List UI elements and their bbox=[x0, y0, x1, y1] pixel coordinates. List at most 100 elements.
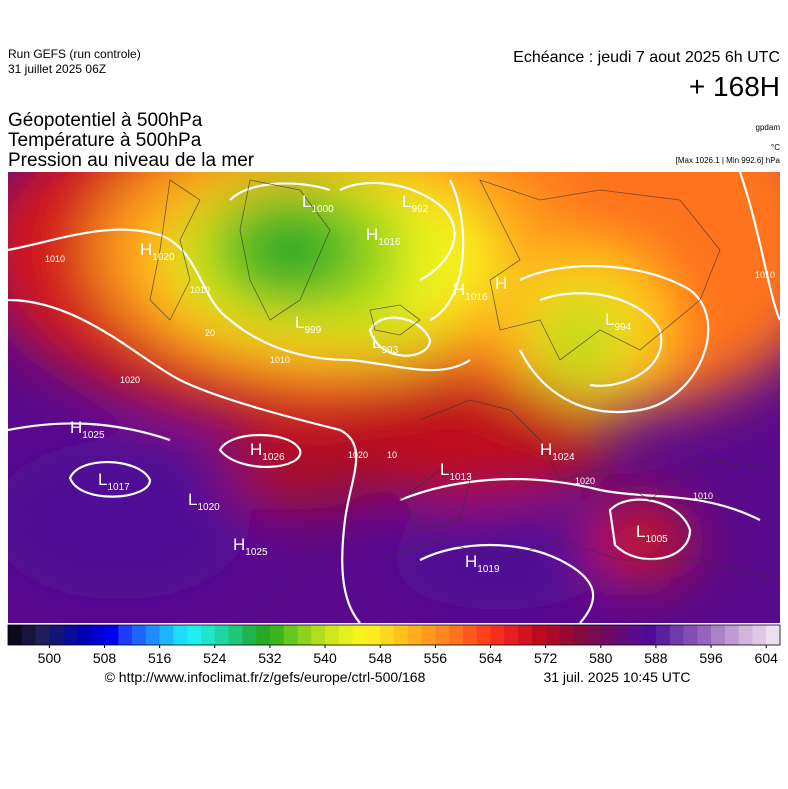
unit: °C bbox=[771, 143, 780, 152]
colorbar-swatch bbox=[724, 625, 739, 645]
contour-label: 1020 bbox=[575, 476, 595, 486]
pressure-center: H1025 bbox=[233, 535, 268, 558]
center-value: 1025 bbox=[82, 430, 105, 441]
colorbar-swatch bbox=[711, 625, 726, 645]
center-value: 1017 bbox=[107, 482, 130, 493]
contour-label: 1010 bbox=[45, 254, 65, 264]
colorbar-swatch bbox=[214, 625, 229, 645]
colorbar-swatch bbox=[90, 625, 105, 645]
colorbar-swatch bbox=[738, 625, 753, 645]
center-value: 994 bbox=[614, 322, 631, 333]
center-letter: L bbox=[636, 522, 645, 541]
center-letter: L bbox=[402, 192, 411, 211]
center-letter: H bbox=[250, 440, 262, 459]
colorbar-swatch bbox=[256, 625, 271, 645]
center-letter: L bbox=[188, 490, 197, 509]
colorbar-swatch bbox=[407, 625, 422, 645]
center-letter: H bbox=[70, 418, 82, 437]
center-value: 993 bbox=[381, 345, 398, 356]
title: Pression au niveau de la mer bbox=[8, 150, 255, 171]
colorbar-swatch bbox=[132, 625, 147, 645]
issued: 31 juil. 2025 10:45 UTC bbox=[543, 669, 690, 685]
colorbar-swatch bbox=[435, 625, 450, 645]
run: Run GEFS (run controle) bbox=[8, 47, 141, 61]
colorbar-tick-label: 580 bbox=[589, 650, 613, 666]
colorbar-swatch bbox=[545, 625, 560, 645]
center-letter: H bbox=[453, 280, 465, 299]
colorbar-tick-label: 596 bbox=[699, 650, 723, 666]
unit: gpdam bbox=[756, 123, 781, 132]
pressure-center: H bbox=[495, 274, 507, 293]
contour-label: 1020 bbox=[348, 450, 368, 460]
colorbar-swatch bbox=[63, 625, 78, 645]
colorbar-swatch bbox=[338, 625, 353, 645]
pressure-center: L1020 bbox=[188, 490, 220, 513]
colorbar-swatch bbox=[628, 625, 643, 645]
center-value: 1016 bbox=[378, 237, 401, 248]
pressure-center: L1013 bbox=[440, 460, 472, 483]
run-date: 31 juillet 2025 06Z bbox=[8, 62, 106, 76]
center-letter: H bbox=[366, 225, 378, 244]
contour-label: 1020 bbox=[120, 375, 140, 385]
center-letter: L bbox=[98, 470, 107, 489]
colorbar-tick-label: 524 bbox=[203, 650, 227, 666]
pressure-center: L1017 bbox=[98, 470, 130, 493]
pressure-center: L1005 bbox=[636, 522, 668, 545]
colorbar-tick-label: 532 bbox=[258, 650, 282, 666]
colorbar-tick-label: 572 bbox=[534, 650, 558, 666]
colorbar-tick-label: 500 bbox=[38, 650, 62, 666]
colorbar-swatch bbox=[325, 625, 340, 645]
contour-label: 1010 bbox=[270, 355, 290, 365]
colorbar-swatch bbox=[366, 625, 381, 645]
colorbar-swatch bbox=[311, 625, 326, 645]
colorbar-swatch bbox=[490, 625, 505, 645]
title: Géopotentiel à 500hPa bbox=[8, 110, 203, 131]
colorbar-swatch bbox=[283, 625, 298, 645]
colorbar-swatch bbox=[49, 625, 64, 645]
colorbar-swatch bbox=[21, 625, 36, 645]
colorbar-tick-label: 556 bbox=[424, 650, 448, 666]
colorbar-swatch bbox=[159, 625, 174, 645]
colorbar-swatch bbox=[352, 625, 367, 645]
colorbar-swatch bbox=[518, 625, 533, 645]
lead-time: + 168H bbox=[689, 71, 780, 102]
colorbar-swatch bbox=[531, 625, 546, 645]
center-value: 1019 bbox=[477, 564, 500, 575]
colorbar-swatch bbox=[173, 625, 188, 645]
colorbar-tick-label: 508 bbox=[93, 650, 117, 666]
colorbar-tick-label: 604 bbox=[755, 650, 779, 666]
colorbar-tick-label: 588 bbox=[644, 650, 668, 666]
pressure-center: H1019 bbox=[465, 552, 500, 575]
center-letter: L bbox=[295, 313, 304, 332]
center-letter: L bbox=[605, 310, 614, 329]
pressure-center: L993 bbox=[372, 333, 399, 356]
colorbar-swatch bbox=[655, 625, 671, 645]
center-letter: H bbox=[140, 240, 152, 259]
contour-label: 1010 bbox=[190, 285, 210, 295]
colorbar-tick-label: 564 bbox=[479, 650, 503, 666]
colorbar-swatch bbox=[76, 625, 92, 645]
colorbar-swatch bbox=[118, 625, 133, 645]
colorbar-frame bbox=[7, 624, 781, 646]
center-value: 1024 bbox=[552, 452, 575, 463]
colorbar-swatch bbox=[766, 625, 781, 645]
pressure-center: H1016 bbox=[366, 225, 401, 248]
colorbar-swatch bbox=[600, 625, 615, 645]
pressure-center: H1016 bbox=[453, 280, 488, 303]
center-value: 1025 bbox=[245, 547, 268, 558]
colorbar-swatch bbox=[642, 625, 657, 645]
center-letter: H bbox=[495, 274, 507, 293]
center-value: 1016 bbox=[465, 292, 488, 303]
colorbar-swatch bbox=[669, 625, 684, 645]
colorbar-swatch bbox=[421, 625, 436, 645]
extremes: [Max 1026.1 | Min 992.6] hPa bbox=[676, 156, 781, 165]
contour-label: 1010 bbox=[755, 270, 775, 280]
pressure-center: H1020 bbox=[140, 240, 175, 263]
pressure-center: H1025 bbox=[70, 418, 105, 441]
center-value: 1013 bbox=[449, 472, 472, 483]
colorbar-tick-label: 540 bbox=[313, 650, 337, 666]
colorbar-swatch bbox=[449, 625, 464, 645]
center-value: 1026 bbox=[262, 452, 285, 463]
